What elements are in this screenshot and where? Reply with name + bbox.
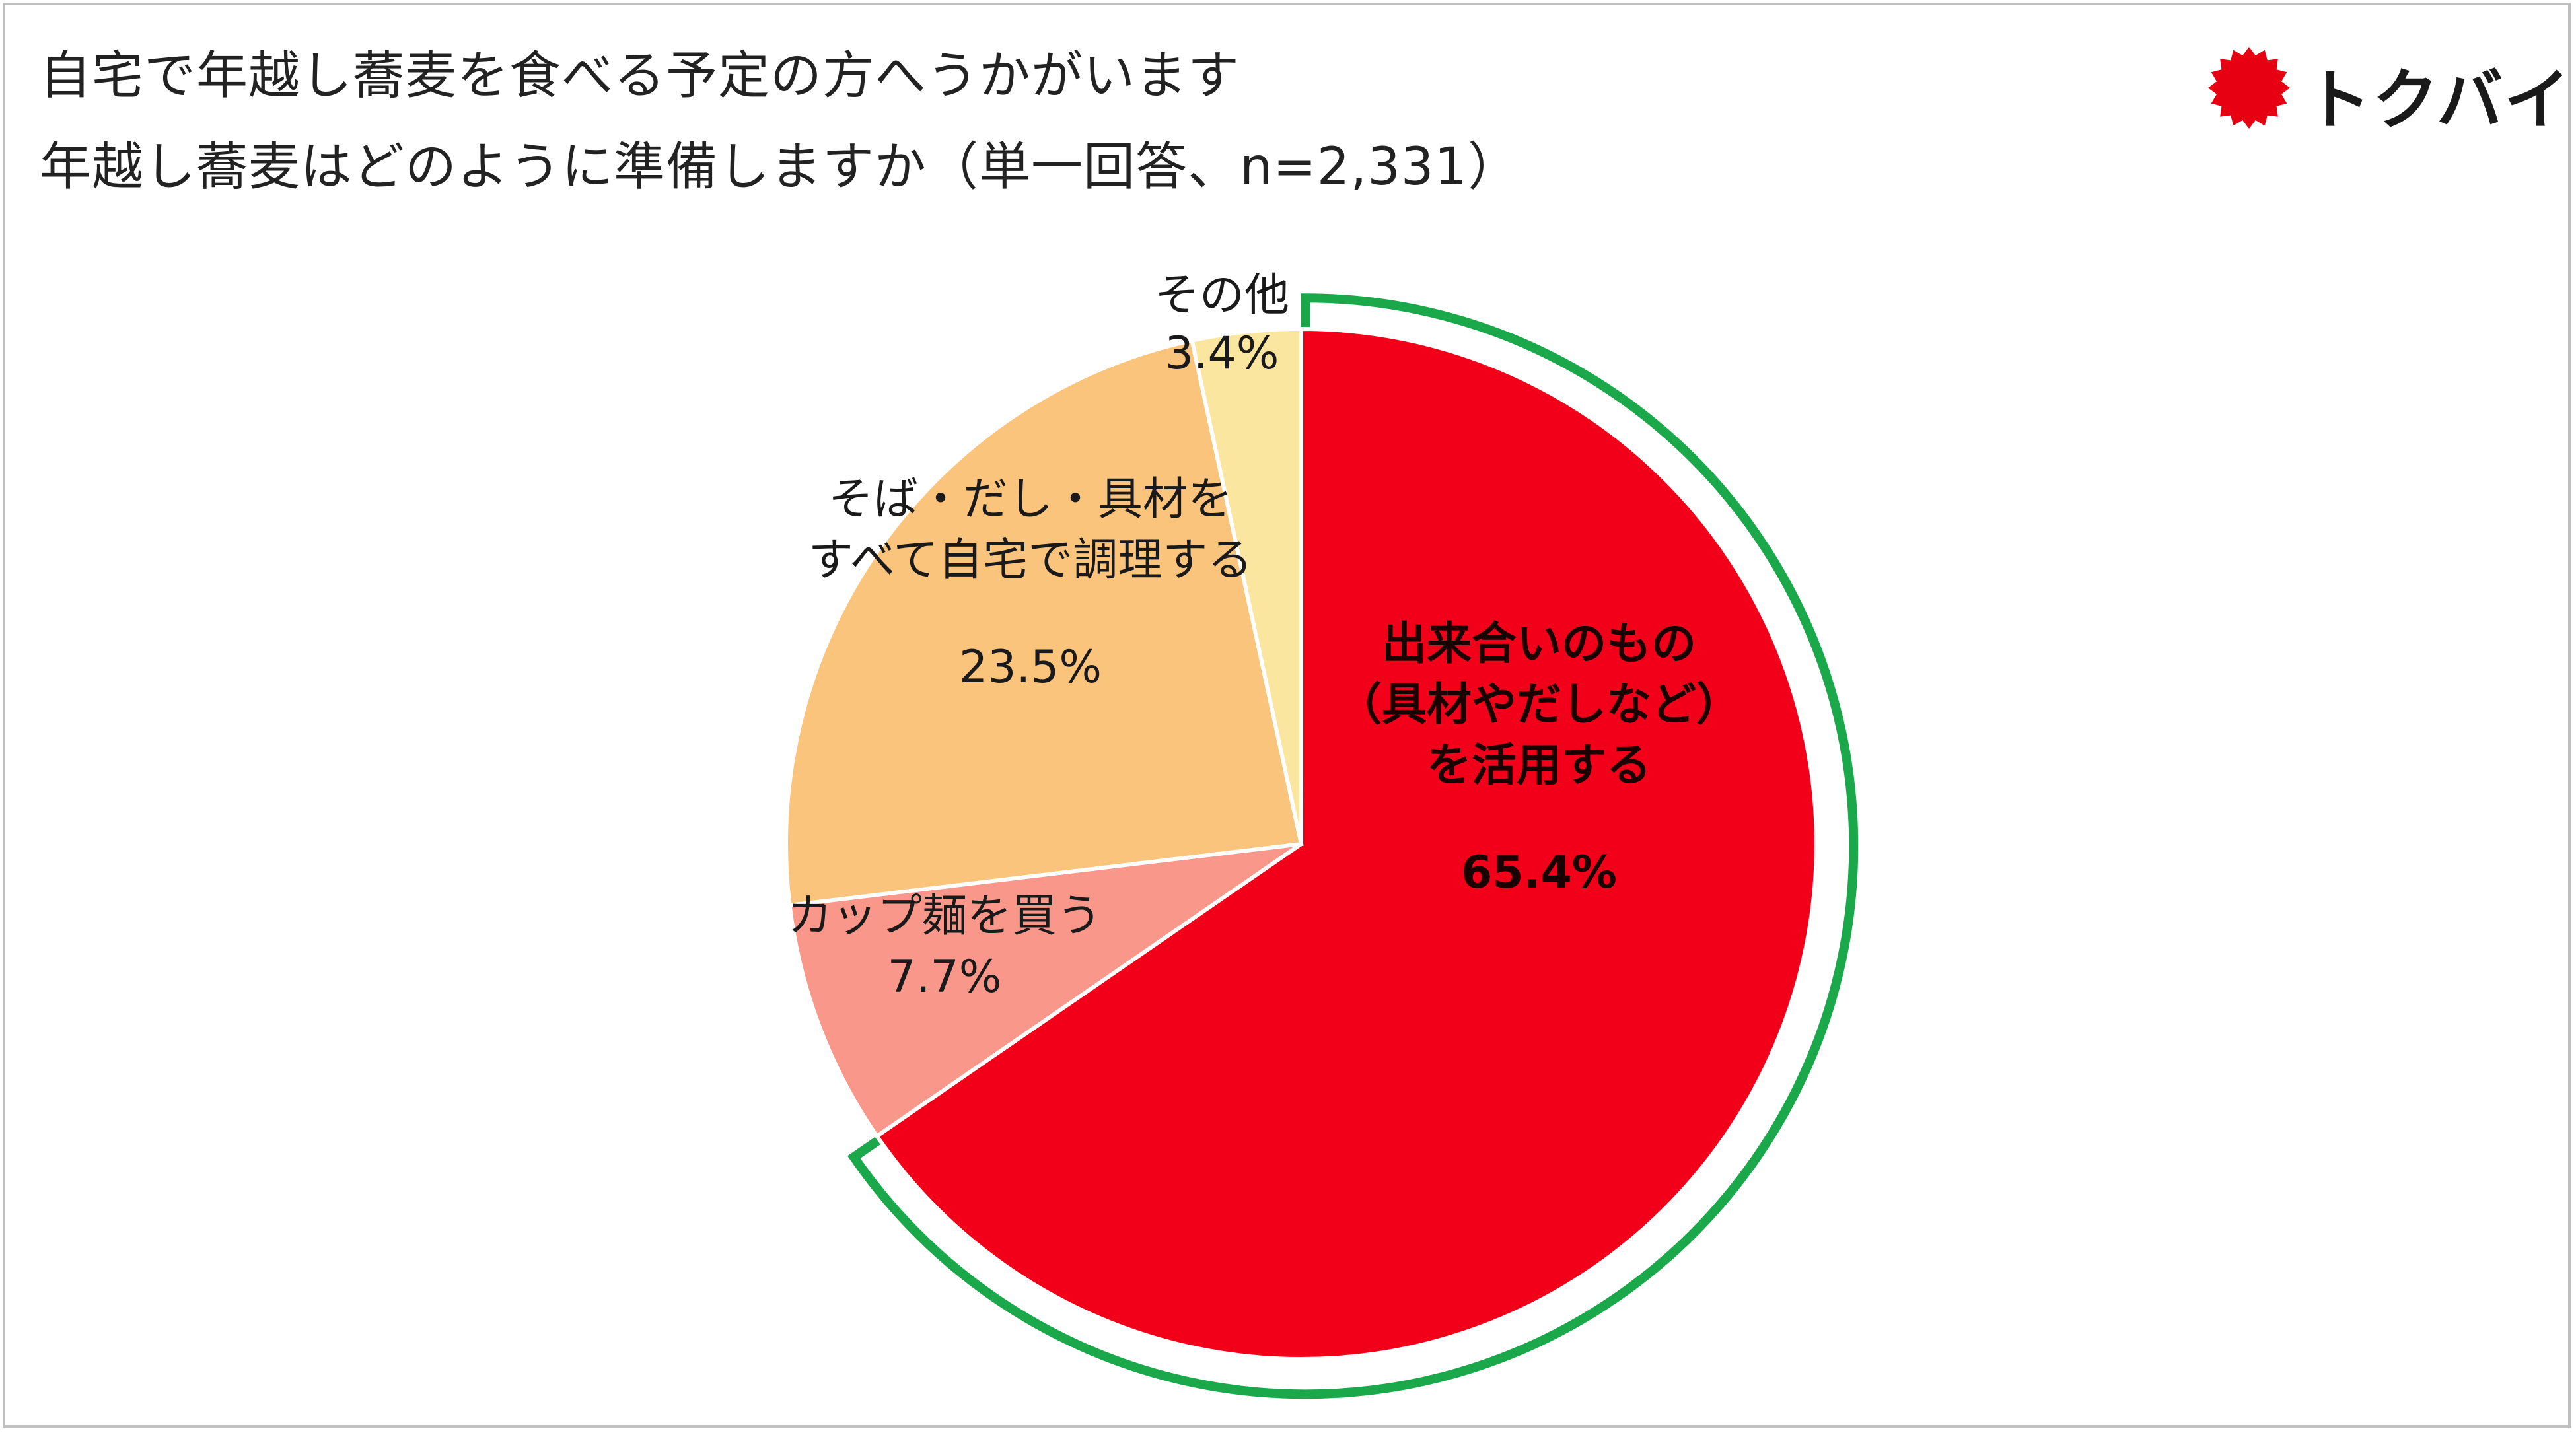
slice-value-1: 65.4% [1461,847,1617,899]
slice-value-3: 23.5% [959,641,1102,693]
pie-slice-2 [787,842,1303,1139]
pie-slice-4 [1190,326,1303,845]
slice-label-3-line-1: そば・だし・具材を [828,473,1233,526]
slice-label-2-line-1: カップ麺を買う [787,890,1102,942]
chart-title-line-1: 自宅で年越し蕎麦を食べる予定の方へうかがいます [40,46,1240,106]
slice-label-1-line-2: （具材やだしなど） [1337,679,1741,731]
tokubai-logo: トクバイ [2206,45,2570,139]
slice-value-4: 3.4% [1165,328,1279,380]
pie-slice-3 [784,338,1304,908]
slice-label-1-line-3: を活用する [1427,740,1651,792]
slice-label-3-line-2: すべて自宅で調理する [808,534,1253,586]
red-starburst-icon [2208,47,2290,129]
slice-label-4-line-1: その他 [1155,269,1289,322]
slice-value-2: 7.7% [888,951,1002,1003]
pie-slice-1 [874,326,1818,1361]
chart-title-line-2: 年越し蕎麦はどのように準備しますか（単一回答、n=2,331） [40,137,1521,197]
logo-text: トクバイ [2305,61,2571,139]
slice-label-1-line-1: 出来合いのもの [1382,618,1696,670]
